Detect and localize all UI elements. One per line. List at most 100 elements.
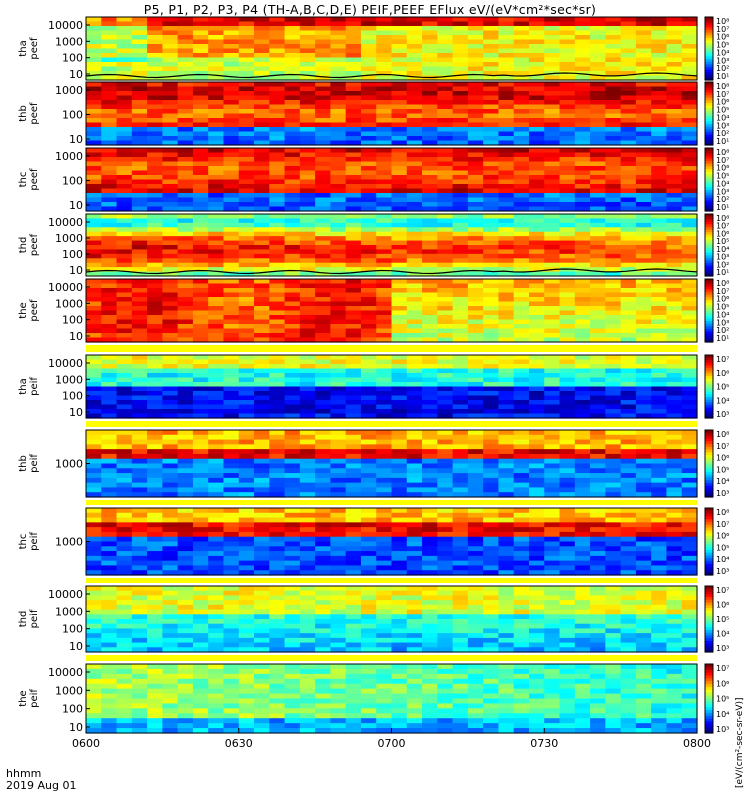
spectrogram-cell: [116, 517, 133, 523]
colorbar-step: [705, 376, 713, 380]
colorbar-step: [705, 234, 713, 238]
spectrogram-cell: [391, 193, 408, 199]
spectrogram-cell: [330, 127, 347, 133]
spectrogram-cell: [208, 609, 225, 615]
spectrogram-cell: [330, 100, 347, 106]
spectrogram-cell: [437, 536, 454, 543]
spectrogram-cell: [528, 368, 545, 374]
spectrogram-cell: [681, 404, 698, 410]
spectrogram-cell: [513, 240, 530, 246]
spectrogram-cell: [483, 44, 500, 50]
spectrogram-cell: [315, 267, 332, 273]
colorbar-tick-label: 10¹: [716, 137, 729, 146]
spectrogram-cell: [437, 527, 454, 533]
spectrogram-cell: [452, 44, 469, 50]
spectrogram-cell: [315, 75, 332, 81]
spectrogram-cell: [86, 240, 102, 246]
spectrogram-cell: [666, 536, 683, 543]
spectrogram-cell: [406, 434, 423, 441]
colorbar-step: [705, 494, 713, 498]
spectrogram-cell: [254, 53, 270, 59]
spectrogram-cell: [223, 122, 240, 128]
spectrogram-cell: [406, 249, 423, 255]
spectrogram-cell: [651, 386, 668, 392]
spectrogram-cell: [269, 404, 286, 410]
spectrogram-cell: [131, 522, 148, 528]
spectrogram-cell: [192, 413, 209, 419]
spectrogram-cell: [116, 245, 133, 251]
spectrogram-cell: [635, 536, 652, 543]
spectrogram-cell: [86, 373, 102, 379]
spectrogram-cell: [391, 236, 408, 242]
spectrogram-cell: [147, 600, 163, 606]
spectrogram-cell: [315, 82, 332, 88]
spectrogram-cell: [498, 21, 515, 27]
spectrogram-cell: [635, 409, 652, 415]
spectrogram-cell: [498, 395, 515, 401]
spectrogram-cell: [116, 536, 133, 543]
spectrogram-cell: [269, 377, 286, 383]
spectrogram-cell: [666, 131, 683, 137]
spectrogram-cell: [223, 487, 240, 493]
spectrogram-cell: [452, 377, 469, 383]
spectrogram-cell: [605, 95, 622, 101]
spectrogram-cell: [391, 82, 408, 88]
spectrogram-cell: [528, 82, 545, 88]
spectrogram-cell: [681, 444, 698, 450]
spectrogram-cell: [116, 179, 133, 185]
spectrogram-cell: [681, 206, 698, 212]
spectrogram-cell: [590, 570, 606, 576]
spectrogram-cell: [223, 202, 240, 208]
spectrogram-cell: [422, 44, 438, 50]
spectrogram-cell: [483, 444, 500, 450]
spectrogram-cell: [330, 453, 347, 460]
spectrogram-cell: [605, 430, 622, 436]
spectrogram-cell: [254, 395, 270, 401]
spectrogram-cell: [544, 551, 561, 557]
spectrogram-cell: [452, 109, 469, 115]
spectrogram-cell: [651, 413, 668, 419]
spectrogram-cell: [666, 202, 683, 208]
spectrogram-cell: [467, 258, 484, 264]
spectrogram-cell: [406, 175, 423, 181]
spectrogram-cell: [605, 100, 622, 106]
spectrogram-cell: [391, 279, 408, 285]
spectrogram-cell: [238, 492, 255, 498]
colorbar-step: [705, 205, 713, 209]
spectrogram-cell: [513, 453, 530, 460]
spectrogram-cell: [131, 458, 148, 465]
spectrogram-cell: [666, 113, 683, 119]
spectrogram-cell: [315, 104, 332, 110]
spectrogram-cell: [131, 184, 148, 190]
spectrogram-cell: [254, 333, 270, 339]
spectrogram-cell: [208, 131, 225, 137]
spectrogram-cell: [360, 458, 377, 465]
spectrogram-cell: [391, 364, 408, 370]
spectrogram-cell: [620, 522, 637, 528]
spectrogram-cell: [437, 91, 454, 97]
colorbar-step: [705, 74, 713, 78]
spectrogram-cell: [147, 82, 163, 88]
colorbar-step: [705, 510, 713, 515]
spectrogram-cell: [177, 458, 194, 465]
spectrogram-cell: [620, 152, 637, 158]
spectrogram-cell: [238, 333, 255, 339]
spectrogram-cell: [544, 536, 561, 543]
spectrogram-cell: [147, 179, 163, 185]
spectrogram-cell: [620, 292, 637, 298]
spectrogram-cell: [422, 161, 438, 167]
colorbar-step: [705, 566, 713, 571]
spectrogram-cell: [666, 458, 683, 465]
spectrogram-cell: [590, 279, 606, 285]
spectrogram-cell: [192, 391, 209, 397]
spectrogram-cell: [635, 262, 652, 268]
spectrogram-cell: [284, 541, 301, 547]
spectrogram-cell: [544, 297, 561, 303]
spectrogram-cell: [131, 560, 148, 567]
spectrogram-cell: [651, 382, 668, 388]
spectrogram-cell: [666, 512, 683, 519]
colorbar-step: [705, 169, 713, 173]
spectrogram-cell: [651, 283, 668, 289]
spectrogram-cell: [422, 109, 438, 115]
spectrogram-cell: [101, 633, 118, 639]
